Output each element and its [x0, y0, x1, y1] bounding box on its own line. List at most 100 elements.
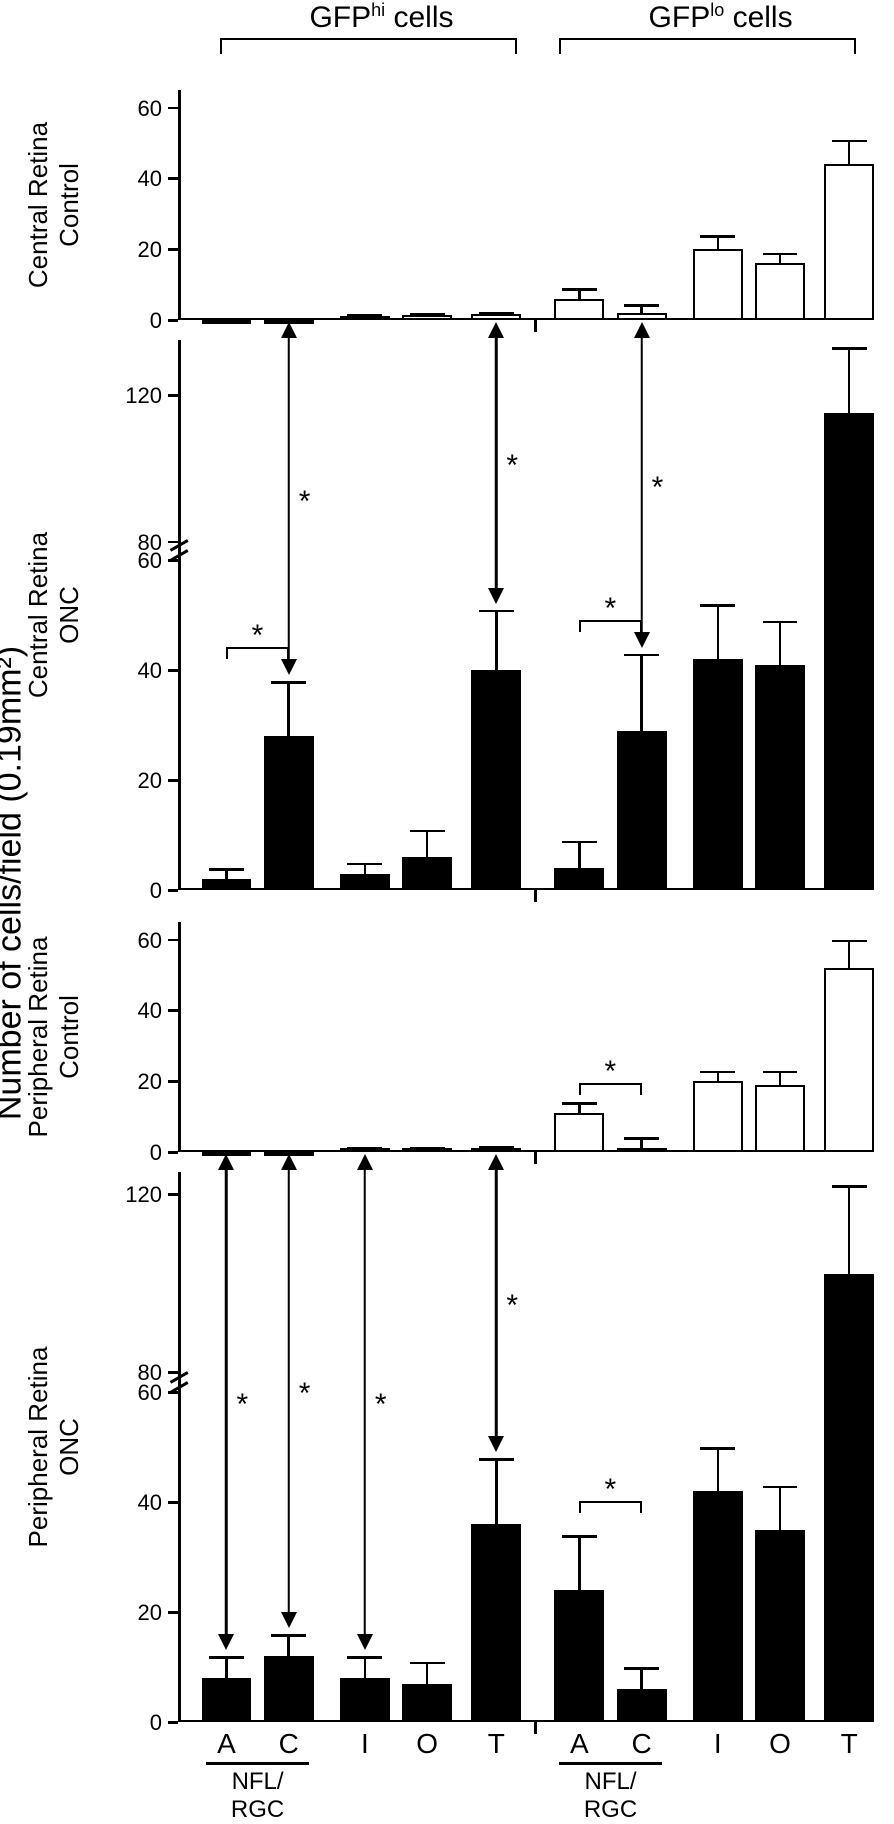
x-category-label: T: [484, 1728, 508, 1760]
arrow-head: [281, 1154, 297, 1170]
sig-star: *: [506, 449, 518, 483]
arrow-line: [287, 1168, 290, 1614]
x-category-label: O: [768, 1728, 792, 1760]
y-tick-label: 120: [112, 1182, 162, 1208]
y-tick-label: 40: [112, 1490, 162, 1516]
bar: [554, 299, 604, 320]
error-cap: [410, 830, 445, 833]
arrow-line: [495, 336, 498, 590]
error-cap: [410, 1662, 445, 1665]
bar: [340, 1678, 390, 1722]
y-tick-label: 0: [112, 1140, 162, 1166]
bar: [755, 665, 805, 891]
bar: [617, 1148, 667, 1152]
bar: [824, 413, 874, 890]
x-group-label: NFL/RGC: [581, 1768, 641, 1824]
bar: [554, 868, 604, 890]
error-bar: [717, 604, 720, 659]
bar: [340, 874, 390, 891]
error-bar: [779, 621, 782, 665]
sig-star: *: [236, 1388, 248, 1422]
arrow-head: [281, 1612, 297, 1628]
center-tick: [534, 888, 537, 902]
between-panel-arrow: [486, 322, 506, 604]
error-cap: [562, 1535, 597, 1538]
y-tick-label: 20: [112, 1069, 162, 1095]
y-tick: [168, 1501, 178, 1504]
bar: [202, 320, 252, 324]
arrow-line: [364, 1168, 367, 1636]
error-cap: [700, 1447, 735, 1450]
sig-star: *: [605, 1055, 617, 1089]
between-panel-arrow: [632, 322, 652, 648]
sig-star: *: [375, 1388, 387, 1422]
arrow-head: [488, 1154, 504, 1170]
arrow-head: [488, 322, 504, 338]
bar: [202, 1678, 252, 1722]
y-tick-label: 80: [112, 530, 162, 556]
error-cap: [624, 654, 659, 657]
error-cap: [624, 304, 659, 307]
error-cap: [479, 610, 514, 613]
bar: [824, 1274, 874, 1722]
panel-label: Peripheral RetinaONC: [23, 1347, 85, 1548]
y-tick: [168, 779, 178, 782]
x-category-label: I: [706, 1728, 730, 1760]
y-tick-label: 40: [112, 998, 162, 1024]
center-tick: [534, 1150, 537, 1164]
sig-star: *: [299, 485, 311, 519]
arrow-head: [357, 1634, 373, 1650]
bar: [824, 968, 874, 1152]
panel-p1: Central RetinaControl0204060: [110, 90, 870, 320]
x-category-label: O: [415, 1728, 439, 1760]
arrow-head: [488, 1436, 504, 1452]
error-bar: [848, 1185, 851, 1274]
panel-label: Peripheral RetinaControl: [23, 937, 85, 1138]
error-cap: [763, 621, 798, 624]
y-tick-label: 60: [112, 96, 162, 122]
bar: [402, 315, 452, 320]
error-cap: [410, 313, 445, 316]
error-bar: [426, 1662, 429, 1684]
plot-area: 0204060*: [178, 922, 870, 1152]
y-tick-label: 80: [112, 1360, 162, 1386]
x-underline: [559, 1762, 663, 1765]
error-cap: [562, 841, 597, 844]
bar: [471, 314, 521, 320]
arrow-head: [281, 322, 297, 338]
error-cap: [271, 1634, 306, 1637]
error-bar: [578, 841, 581, 869]
bar: [617, 313, 667, 320]
y-tick-label: 60: [112, 928, 162, 954]
error-bar: [640, 654, 643, 731]
y-tick: [168, 319, 178, 322]
bar: [554, 1590, 604, 1722]
error-bar: [779, 1486, 782, 1530]
error-bar: [287, 681, 290, 736]
bar: [693, 1081, 743, 1152]
error-cap: [832, 1185, 867, 1188]
y-tick-label: 20: [112, 1600, 162, 1626]
x-category-label: T: [837, 1728, 861, 1760]
arrow-line: [287, 336, 290, 661]
error-bar: [426, 830, 429, 858]
y-tick-label: 40: [112, 166, 162, 192]
error-cap: [832, 347, 867, 350]
bar: [617, 1689, 667, 1722]
y-tick-label: 40: [112, 658, 162, 684]
panel-label: Central RetinaControl: [23, 122, 85, 288]
error-cap: [763, 1486, 798, 1489]
y-axis-line: [178, 1172, 181, 1722]
error-bar: [225, 1656, 228, 1678]
x-category-label: A: [214, 1728, 238, 1760]
plot-area: 0204060: [178, 90, 870, 320]
between-panel-arrow: [279, 322, 299, 675]
bar: [693, 1491, 743, 1722]
between-panel-arrow: [279, 1154, 299, 1628]
y-tick: [168, 541, 178, 544]
error-cap: [479, 312, 514, 315]
bar: [471, 1524, 521, 1722]
center-tick: [534, 318, 537, 332]
sig-star: *: [652, 471, 664, 505]
y-tick-label: 20: [112, 237, 162, 263]
